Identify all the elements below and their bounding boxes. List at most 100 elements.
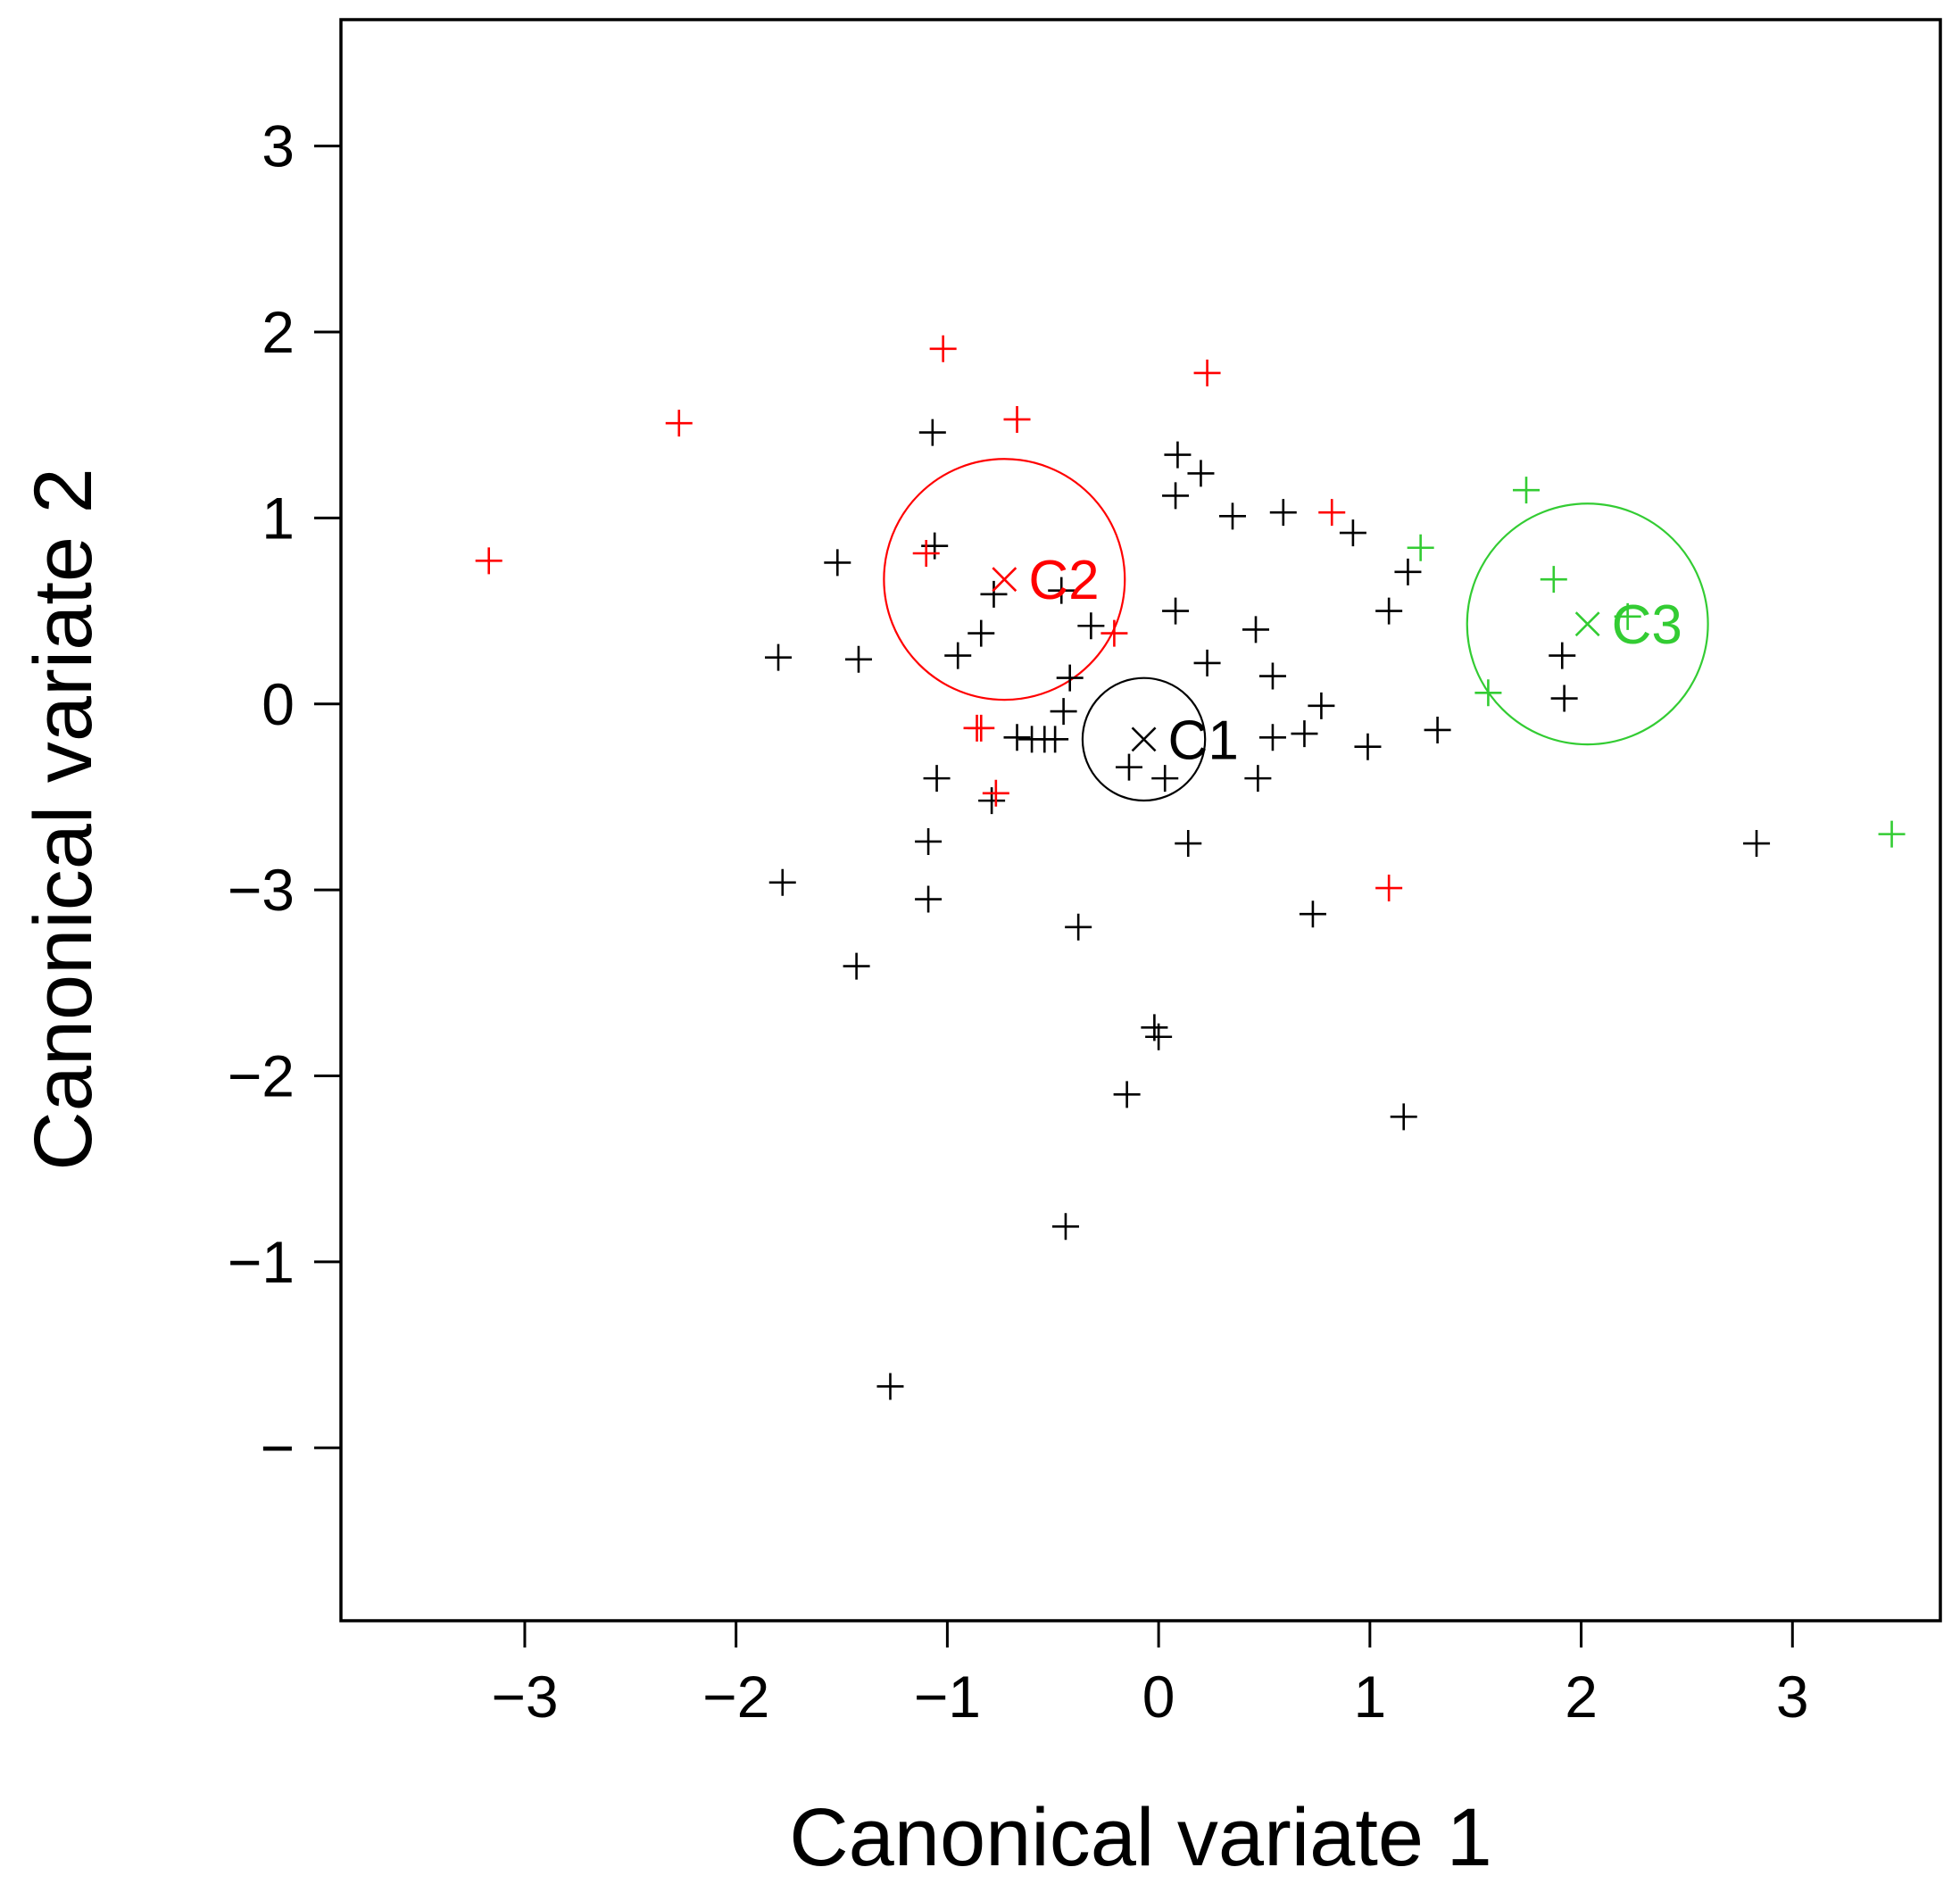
- point-c1: [1269, 499, 1297, 527]
- point-c1: [844, 645, 872, 673]
- y-tick-label: 2: [262, 299, 295, 365]
- x-tick-label: 3: [1776, 1664, 1809, 1730]
- point-c1: [1244, 765, 1272, 793]
- point-c1: [1424, 716, 1451, 743]
- point-c1: [1218, 502, 1246, 530]
- point-c1: [1042, 726, 1069, 753]
- y-axis: 3 2 1 0 −3 −2 −1 −: [228, 113, 341, 1481]
- point-c1: [876, 1373, 904, 1400]
- point-c2: [929, 335, 957, 362]
- x-tick-label: 2: [1565, 1664, 1598, 1730]
- point-c1: [1115, 753, 1142, 781]
- point-c1: [765, 643, 793, 671]
- point-c2: [475, 547, 502, 575]
- y-tick-label: −: [260, 1415, 295, 1481]
- point-c1: [1145, 1023, 1173, 1050]
- centroid-marker-c1: [1131, 726, 1157, 752]
- y-tick-label: −3: [228, 857, 295, 923]
- centroid-label-c2: C2: [1028, 550, 1099, 611]
- x-axis-title: Canonical variate 1: [789, 1792, 1492, 1883]
- centroid-marker-c2: [992, 567, 1017, 593]
- centroid-label-c1: C1: [1168, 710, 1239, 771]
- x-tick-label: 1: [1353, 1664, 1386, 1730]
- point-c1: [1162, 597, 1190, 625]
- x-tick-label: −3: [491, 1664, 558, 1730]
- confidence-circles: [883, 458, 1709, 802]
- point-c1: [1258, 662, 1286, 690]
- x-tick-label: 0: [1142, 1664, 1175, 1730]
- point-c2: [968, 714, 995, 742]
- point-c1: [843, 952, 870, 980]
- y-axis-title: Canonical variate 2: [18, 468, 109, 1171]
- point-c1: [978, 787, 1006, 815]
- point-c1: [1175, 830, 1202, 858]
- y-tick-label: 0: [262, 671, 295, 737]
- point-c3: [1878, 820, 1906, 848]
- y-tick-label: −1: [228, 1229, 295, 1295]
- point-c3: [1474, 679, 1502, 707]
- point-c1: [1051, 1213, 1079, 1241]
- point-c1: [768, 868, 796, 896]
- data-points: [475, 335, 1906, 1400]
- point-c1: [1164, 441, 1192, 469]
- centroids: C1 C2 C3: [992, 550, 1682, 771]
- centroid-marker-c3: [1574, 611, 1600, 637]
- point-c1: [1354, 733, 1382, 760]
- point-c1: [915, 827, 943, 855]
- point-c1: [1291, 720, 1318, 748]
- x-tick-label: −2: [702, 1664, 769, 1730]
- point-c2: [665, 410, 693, 437]
- point-c1: [1187, 460, 1215, 487]
- centroid-label-c3: C3: [1612, 594, 1682, 656]
- point-c3: [1540, 566, 1567, 593]
- point-c1: [915, 885, 943, 913]
- point-c1: [1056, 664, 1084, 692]
- point-c1: [824, 549, 851, 577]
- point-c1: [1549, 642, 1576, 669]
- point-c3: [1614, 602, 1641, 630]
- y-tick-label: −2: [228, 1042, 295, 1108]
- point-c1: [1065, 913, 1092, 941]
- point-c1: [1003, 724, 1031, 751]
- point-c3: [1513, 477, 1541, 504]
- point-c1: [1113, 1081, 1141, 1108]
- point-c1: [923, 765, 951, 793]
- point-c2: [1100, 619, 1128, 647]
- point-c1: [1151, 765, 1179, 793]
- plot-frame: [339, 18, 1942, 1623]
- point-c2: [912, 540, 940, 567]
- point-c1: [1242, 616, 1270, 643]
- point-c1: [968, 619, 995, 647]
- point-c3: [1407, 534, 1434, 561]
- y-tick-label: 1: [262, 485, 295, 551]
- y-tick-label: 3: [262, 113, 295, 179]
- point-c1: [944, 642, 972, 669]
- circle-c3: [1466, 502, 1709, 746]
- point-c1: [1743, 830, 1771, 858]
- point-c2: [1003, 405, 1031, 433]
- point-c1: [1162, 482, 1190, 510]
- point-c1: [1308, 692, 1335, 719]
- point-c1: [1339, 519, 1366, 547]
- point-c1: [980, 580, 1008, 608]
- point-c2: [1193, 359, 1221, 386]
- point-c1: [918, 419, 946, 446]
- x-axis: −3 −2 −1 0 1 2 3: [491, 1621, 1809, 1730]
- point-c1: [1375, 597, 1403, 625]
- point-c2: [1375, 875, 1403, 902]
- point-c1: [1193, 649, 1221, 676]
- point-c2: [982, 779, 1009, 807]
- point-c1: [1299, 901, 1326, 928]
- x-tick-label: −1: [914, 1664, 981, 1730]
- circle-c2: [883, 458, 1126, 701]
- point-c1: [1394, 558, 1422, 585]
- circle-c1: [1081, 676, 1207, 802]
- point-c1: [1077, 612, 1105, 640]
- point-c1: [1050, 698, 1077, 726]
- point-c1: [1550, 685, 1578, 712]
- point-c2: [1318, 499, 1346, 527]
- point-c1: [1258, 724, 1286, 751]
- point-c1: [1390, 1103, 1417, 1131]
